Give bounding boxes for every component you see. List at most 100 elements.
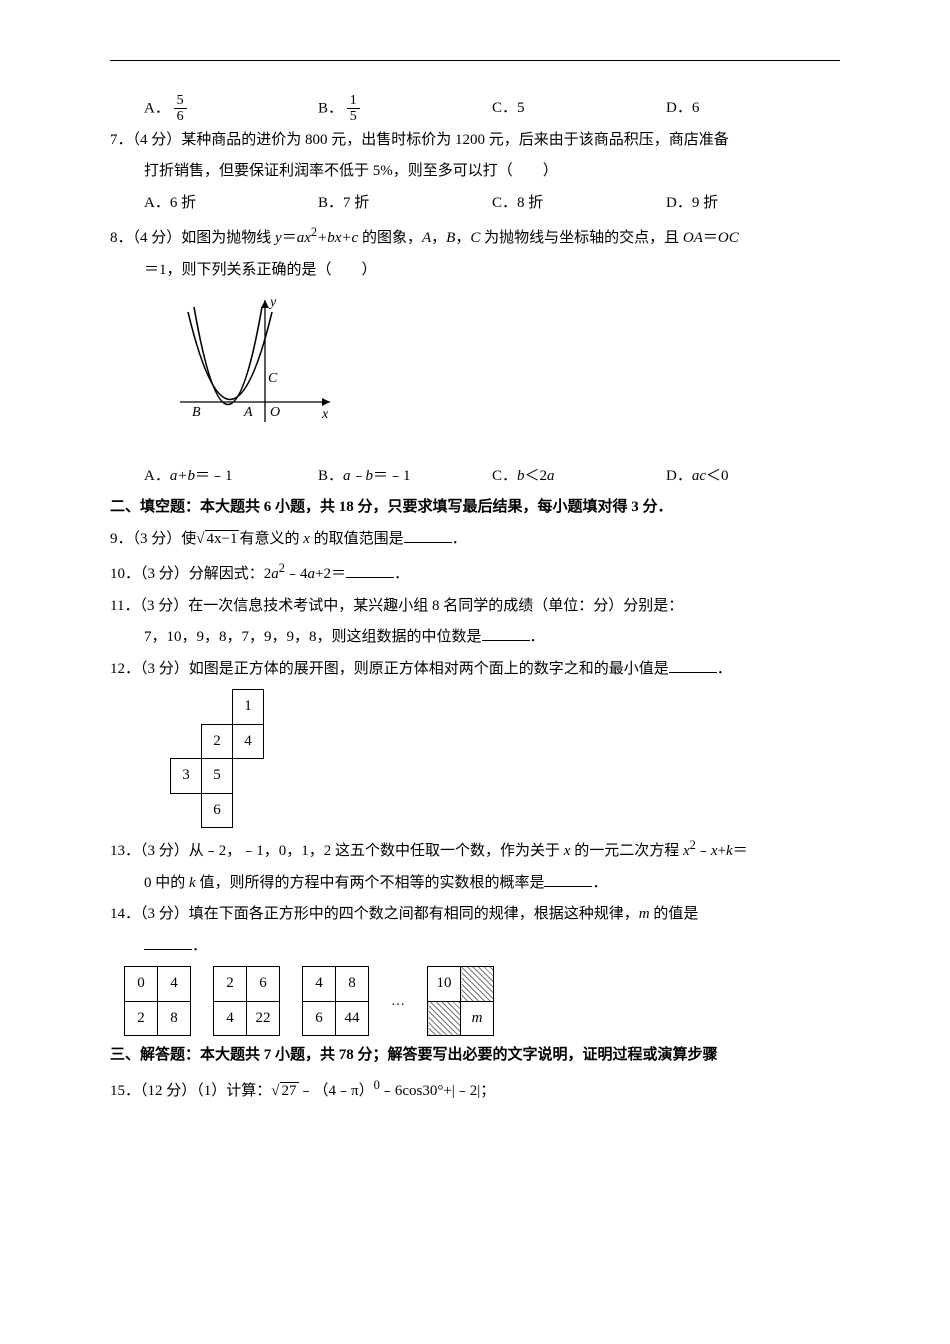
q8-s-eq2: ＝ — [703, 230, 718, 246]
q8-s-c: ， — [431, 230, 446, 246]
q10-mid: ﹣4 — [285, 566, 308, 582]
q15-mid1: ﹣（4﹣π） — [299, 1083, 374, 1099]
q8-a-pre: A． — [144, 468, 170, 484]
sq2-d: 22 — [247, 1001, 280, 1036]
sq4-b-hatch — [461, 967, 494, 1002]
q8-c-a: a — [547, 468, 555, 484]
fig-x-label: x — [321, 407, 329, 422]
q13-l2-wrap: 0 中的 k 值，则所得的方程中有两个不相等的实数根的概率是． — [110, 868, 840, 900]
q14-m: m — [639, 906, 650, 922]
q8-c: C．b＜2a — [492, 461, 666, 493]
sq3-d: 44 — [336, 1001, 369, 1036]
q6-b-num: 1 — [347, 93, 360, 109]
q13-pre: 13．（3 分）从﹣2，﹣1，0，1，2 这五个数中任取一个数，作为关于 — [110, 843, 564, 859]
sq1-d: 8 — [158, 1001, 191, 1036]
q7-stem: 7．（4 分）某种商品的进价为 800 元，出售时标价为 1200 元，后来由于… — [110, 125, 840, 157]
sq2-b: 6 — [247, 967, 280, 1002]
q13-blank — [544, 872, 592, 887]
q10-post: +2＝ — [315, 566, 346, 582]
q8-s-C: C — [470, 230, 480, 246]
q8-b-post: ＝﹣1 — [373, 468, 411, 484]
q8-d: D．ac＜0 — [666, 461, 840, 493]
fig-A-label: A — [243, 405, 253, 420]
q15-rad: 27 — [280, 1082, 299, 1099]
sq3-c: 6 — [303, 1001, 336, 1036]
q7-choices: A．6 折 B．7 折 C．8 折 D．9 折 — [110, 188, 840, 220]
q11-period: ． — [530, 629, 545, 645]
q14-blank-row: ． — [110, 931, 840, 963]
q7-b: B．7 折 — [318, 188, 492, 220]
q12: 12．（3 分）如图是正方体的展开图，则原正方体相对两个面上的数字之和的最小值是… — [110, 654, 840, 686]
q8-s-d: ， — [455, 230, 470, 246]
sq3-b: 8 — [336, 967, 369, 1002]
q12-blank — [669, 658, 717, 673]
net-3: 3 — [171, 759, 202, 794]
q12-text: 12．（3 分）如图是正方体的展开图，则原正方体相对两个面上的数字之和的最小值是 — [110, 661, 669, 677]
q8-a-post: ＝﹣1 — [195, 468, 233, 484]
q8-s-e: 为抛物线与坐标轴的交点，且 — [480, 230, 683, 246]
q11-l2-wrap: 7，10，9，8，7，9，9，8，则这组数据的中位数是． — [110, 622, 840, 654]
parabola-figure: y x O C A B — [170, 292, 340, 442]
q8-c-lt: ＜2 — [525, 468, 548, 484]
q13-x3: x — [711, 843, 718, 859]
q8-s-OC: OC — [718, 230, 739, 246]
net-6: 6 — [202, 793, 233, 828]
q14: 14．（3 分）填在下面各正方形中的四个数之间都有相同的规律，根据这种规律，m … — [110, 899, 840, 931]
q8-stem: 8．（4 分）如图为抛物线 y＝ax2+bx+c 的图象，A，B，C 为抛物线与… — [110, 219, 840, 255]
sq4-c-hatch — [428, 1001, 461, 1036]
fig-C-label: C — [268, 371, 278, 386]
sq3-a: 4 — [303, 967, 336, 1002]
sq1: 04 28 — [124, 966, 191, 1036]
top-rule — [110, 60, 840, 61]
sq4-a: 10 — [428, 967, 461, 1002]
q13-period: ． — [592, 875, 607, 891]
net-1: 1 — [233, 690, 264, 725]
q15: 15．（12 分）（1）计算：√27﹣（4﹣π）0﹣6cos30°+|﹣2|； — [110, 1072, 840, 1108]
q10: 10．（3 分）分解因式：2a2﹣4a+2＝． — [110, 555, 840, 591]
q10-period: ． — [394, 566, 409, 582]
q9-post: 的取值范围是 — [310, 531, 404, 547]
q9-blank — [404, 528, 452, 543]
q9-mid: 有意义的 — [239, 531, 303, 547]
q8-s-a: 8．（4 分）如图为抛物线 — [110, 230, 275, 246]
q8-s-eq: ＝ — [282, 230, 297, 246]
sq2: 26 422 — [213, 966, 280, 1036]
fig-O-label: O — [270, 405, 280, 420]
q8-d-pre: D． — [666, 468, 692, 484]
q15-sqrt: √27 — [271, 1082, 298, 1099]
q8-d-expr: ac — [692, 468, 706, 484]
q14-blank — [144, 935, 192, 950]
q8-b-expr: a﹣b — [343, 468, 373, 484]
q8-s-A: A — [422, 230, 431, 246]
q13-l2a: 0 中的 — [144, 875, 189, 891]
sq3: 48 644 — [302, 966, 369, 1036]
q9-rad: 4x−1 — [205, 530, 240, 547]
q14-post: 的值是 — [650, 906, 699, 922]
q13-mid1: 的一元二次方程 — [570, 843, 683, 859]
q8-s-B: B — [446, 230, 455, 246]
q8-c-b: b — [517, 468, 525, 484]
sq2-c: 4 — [214, 1001, 247, 1036]
q7-c: C．8 折 — [492, 188, 666, 220]
q8-s-ax: ax — [297, 230, 311, 246]
q9-x: x — [303, 531, 310, 547]
q10-blank — [346, 563, 394, 578]
q8-s-OA: OA — [683, 230, 703, 246]
q8-d-post: ＜0 — [706, 468, 729, 484]
q8-s-bx: +bx+c — [317, 230, 358, 246]
q13-k2: k — [189, 875, 196, 891]
q8-choices: A．a+b＝﹣1 B．a﹣b＝﹣1 C．b＜2a D．ac＜0 — [110, 461, 840, 493]
q6-choice-a: A． 5 6 — [144, 93, 318, 125]
fig-B-label: B — [192, 405, 201, 420]
sq1-c: 2 — [125, 1001, 158, 1036]
q6-b-label: B． — [318, 100, 343, 116]
sq4: 10 m — [427, 966, 494, 1036]
q13: 13．（3 分）从﹣2，﹣1，0，1，2 这五个数中任取一个数，作为关于 x 的… — [110, 832, 840, 868]
q11-blank — [482, 626, 530, 641]
q8-b-pre: B． — [318, 468, 343, 484]
q8-s-b: 的图象， — [358, 230, 422, 246]
q13-plus: + — [718, 843, 726, 859]
q6-choice-c: C．5 — [492, 93, 666, 125]
q6-choice-b: B． 1 5 — [318, 93, 492, 125]
q8-b: B．a﹣b＝﹣1 — [318, 461, 492, 493]
